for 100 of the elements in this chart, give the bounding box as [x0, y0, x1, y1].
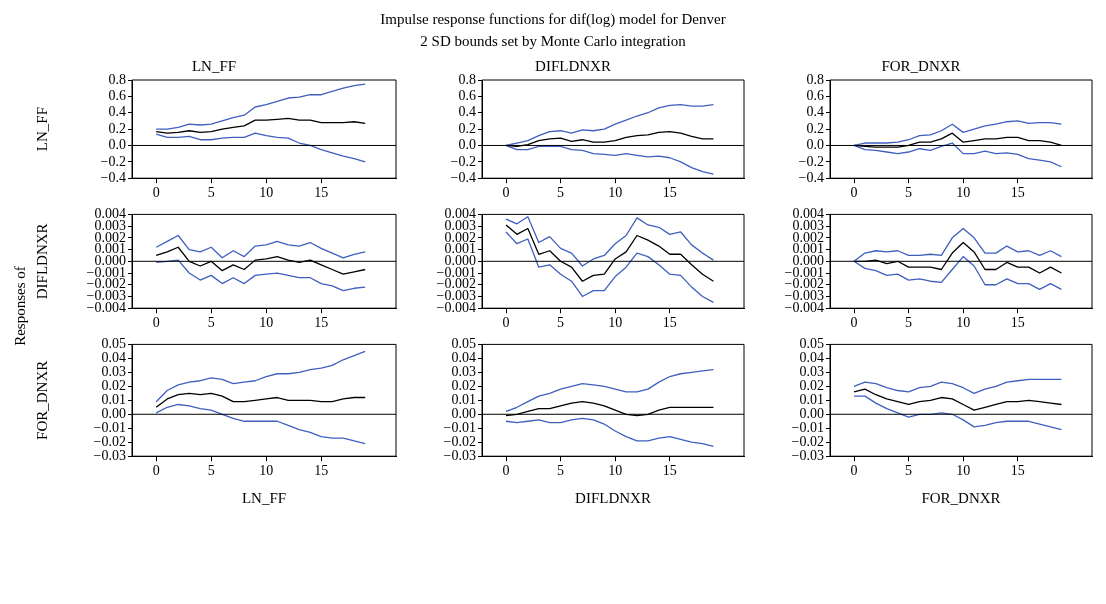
- x-tick-label: 10: [608, 463, 623, 479]
- y-tick-label: 0.05: [101, 336, 126, 352]
- x-tick-label: 0: [152, 315, 160, 331]
- y-tick-label: −0.02: [93, 433, 126, 449]
- y-tick-label: 0.000: [94, 252, 126, 268]
- x-tick-label: 0: [850, 315, 858, 331]
- x-tick-label: 10: [608, 185, 623, 201]
- x-tick-label: 15: [314, 185, 329, 201]
- y-tick-label: 0.8: [108, 71, 126, 87]
- y-tick-label: 0.0: [458, 137, 476, 153]
- x-tick-label: 15: [1010, 315, 1025, 331]
- y-tick-label: −0.4: [100, 169, 126, 185]
- x-tick-label: 5: [207, 315, 215, 331]
- y-tick-label: 0.01: [101, 391, 126, 407]
- y-tick-label: 0.003: [792, 217, 824, 233]
- y-tick-label: 0.01: [799, 391, 824, 407]
- y-tick-label: −0.02: [443, 433, 476, 449]
- y-tick-label: 0.03: [101, 364, 126, 380]
- x-tick-label: 15: [662, 315, 677, 331]
- y-tick-label: 0.6: [108, 88, 126, 104]
- y-tick-label: 0.003: [94, 217, 126, 233]
- y-tick-label: 0.4: [458, 104, 476, 120]
- y-tick-label: 0.8: [458, 71, 476, 87]
- y-tick-label: 0.04: [101, 350, 126, 366]
- y-tick-label: 0.00: [451, 405, 476, 421]
- x-tick-label: 0: [502, 463, 510, 479]
- y-tick-label: 0.00: [799, 405, 824, 421]
- y-tick-label: 0.04: [799, 350, 824, 366]
- x-axis-title: FOR_DNXR: [921, 489, 1001, 506]
- y-tick-label: −0.01: [791, 419, 824, 435]
- chart-title: DIFLDNXR: [535, 57, 611, 74]
- x-tick-label: 5: [207, 185, 215, 201]
- y-tick-label: −0.004: [436, 299, 476, 315]
- y-tick-label: 0.2: [806, 120, 824, 136]
- y-tick-label: 0.2: [458, 120, 476, 136]
- y-tick-label: −0.004: [86, 299, 126, 315]
- y-tick-label: 0.0: [108, 137, 126, 153]
- x-tick-label: 10: [956, 315, 971, 331]
- y-tick-label: 0.4: [806, 104, 824, 120]
- x-tick-label: 10: [608, 315, 623, 331]
- x-tick-label: 5: [905, 185, 913, 201]
- y-tick-label: −0.4: [798, 169, 824, 185]
- x-tick-label: 5: [905, 463, 913, 479]
- x-tick-label: 10: [259, 185, 274, 201]
- y-tick-label: 0.02: [451, 378, 476, 393]
- x-tick-label: 5: [557, 185, 565, 201]
- x-tick-label: 0: [502, 185, 510, 201]
- text: 2 SD bounds set by Monte Carlo integration: [419, 32, 687, 51]
- x-axis-title: LN_FF: [241, 489, 287, 506]
- x-tick-label: 5: [207, 463, 215, 479]
- y-tick-label: 0.003: [444, 217, 476, 233]
- y-tick-label: 0.04: [451, 350, 476, 366]
- y-tick-label: −0.03: [93, 447, 126, 463]
- text: Impulse response functions for dif(log) model for Denver: [379, 10, 727, 29]
- x-tick-label: 15: [314, 463, 329, 479]
- y-tick-label: 0.4: [108, 104, 126, 120]
- x-tick-label: 5: [557, 463, 565, 479]
- y-tick-label: 0.05: [451, 336, 476, 352]
- x-tick-label: 10: [956, 185, 971, 201]
- y-tick-label: −0.01: [93, 419, 126, 435]
- chart-title: LN_FF: [191, 57, 237, 74]
- x-tick-label: 15: [662, 463, 677, 479]
- y-tick-label: −0.2: [450, 153, 476, 169]
- x-tick-label: 15: [314, 315, 329, 331]
- y-tick-label: 0.0: [806, 137, 824, 153]
- x-tick-label: 15: [1010, 463, 1025, 479]
- x-tick-label: 10: [259, 463, 274, 479]
- y-tick-label: 0.02: [101, 378, 126, 393]
- y-tick-label: 0.05: [799, 336, 824, 352]
- x-tick-label: 5: [557, 315, 565, 331]
- chart-title: FOR_DNXR: [881, 57, 961, 74]
- y-tick-label: 0.03: [799, 364, 824, 380]
- x-tick-label: 5: [905, 315, 913, 331]
- x-axis-title: DIFLDNXR: [575, 489, 651, 506]
- y-tick-label: 0.8: [806, 71, 824, 87]
- y-tick-label: 0.2: [108, 120, 126, 136]
- x-tick-label: 0: [502, 315, 510, 331]
- y-tick-label: −0.01: [443, 419, 476, 435]
- y-tick-label: 0.6: [806, 88, 824, 104]
- y-tick-label: 0.02: [799, 378, 824, 393]
- y-tick-label: −0.02: [791, 433, 824, 449]
- x-tick-label: 15: [1010, 185, 1025, 201]
- x-tick-label: 0: [850, 463, 858, 479]
- y-tick-label: 0.000: [444, 252, 476, 268]
- y-axis-title: FOR_DNXR: [33, 360, 50, 440]
- y-tick-label: 0.01: [451, 391, 476, 407]
- x-tick-label: 10: [956, 463, 971, 479]
- y-tick-label: 0.6: [458, 88, 476, 104]
- y-axis-title: LN_FF: [33, 107, 50, 152]
- y-tick-label: −0.004: [784, 299, 824, 315]
- text: Responses of: [11, 266, 29, 346]
- y-tick-label: −0.4: [450, 169, 476, 185]
- y-axis-title: DIFLDNXR: [33, 223, 50, 300]
- y-tick-label: 0.000: [792, 252, 824, 268]
- y-tick-label: 0.03: [451, 364, 476, 380]
- y-tick-label: −0.03: [791, 447, 824, 463]
- y-tick-label: −0.2: [100, 153, 126, 169]
- x-tick-label: 0: [152, 463, 160, 479]
- y-tick-label: −0.2: [798, 153, 824, 169]
- y-tick-label: 0.00: [101, 405, 126, 421]
